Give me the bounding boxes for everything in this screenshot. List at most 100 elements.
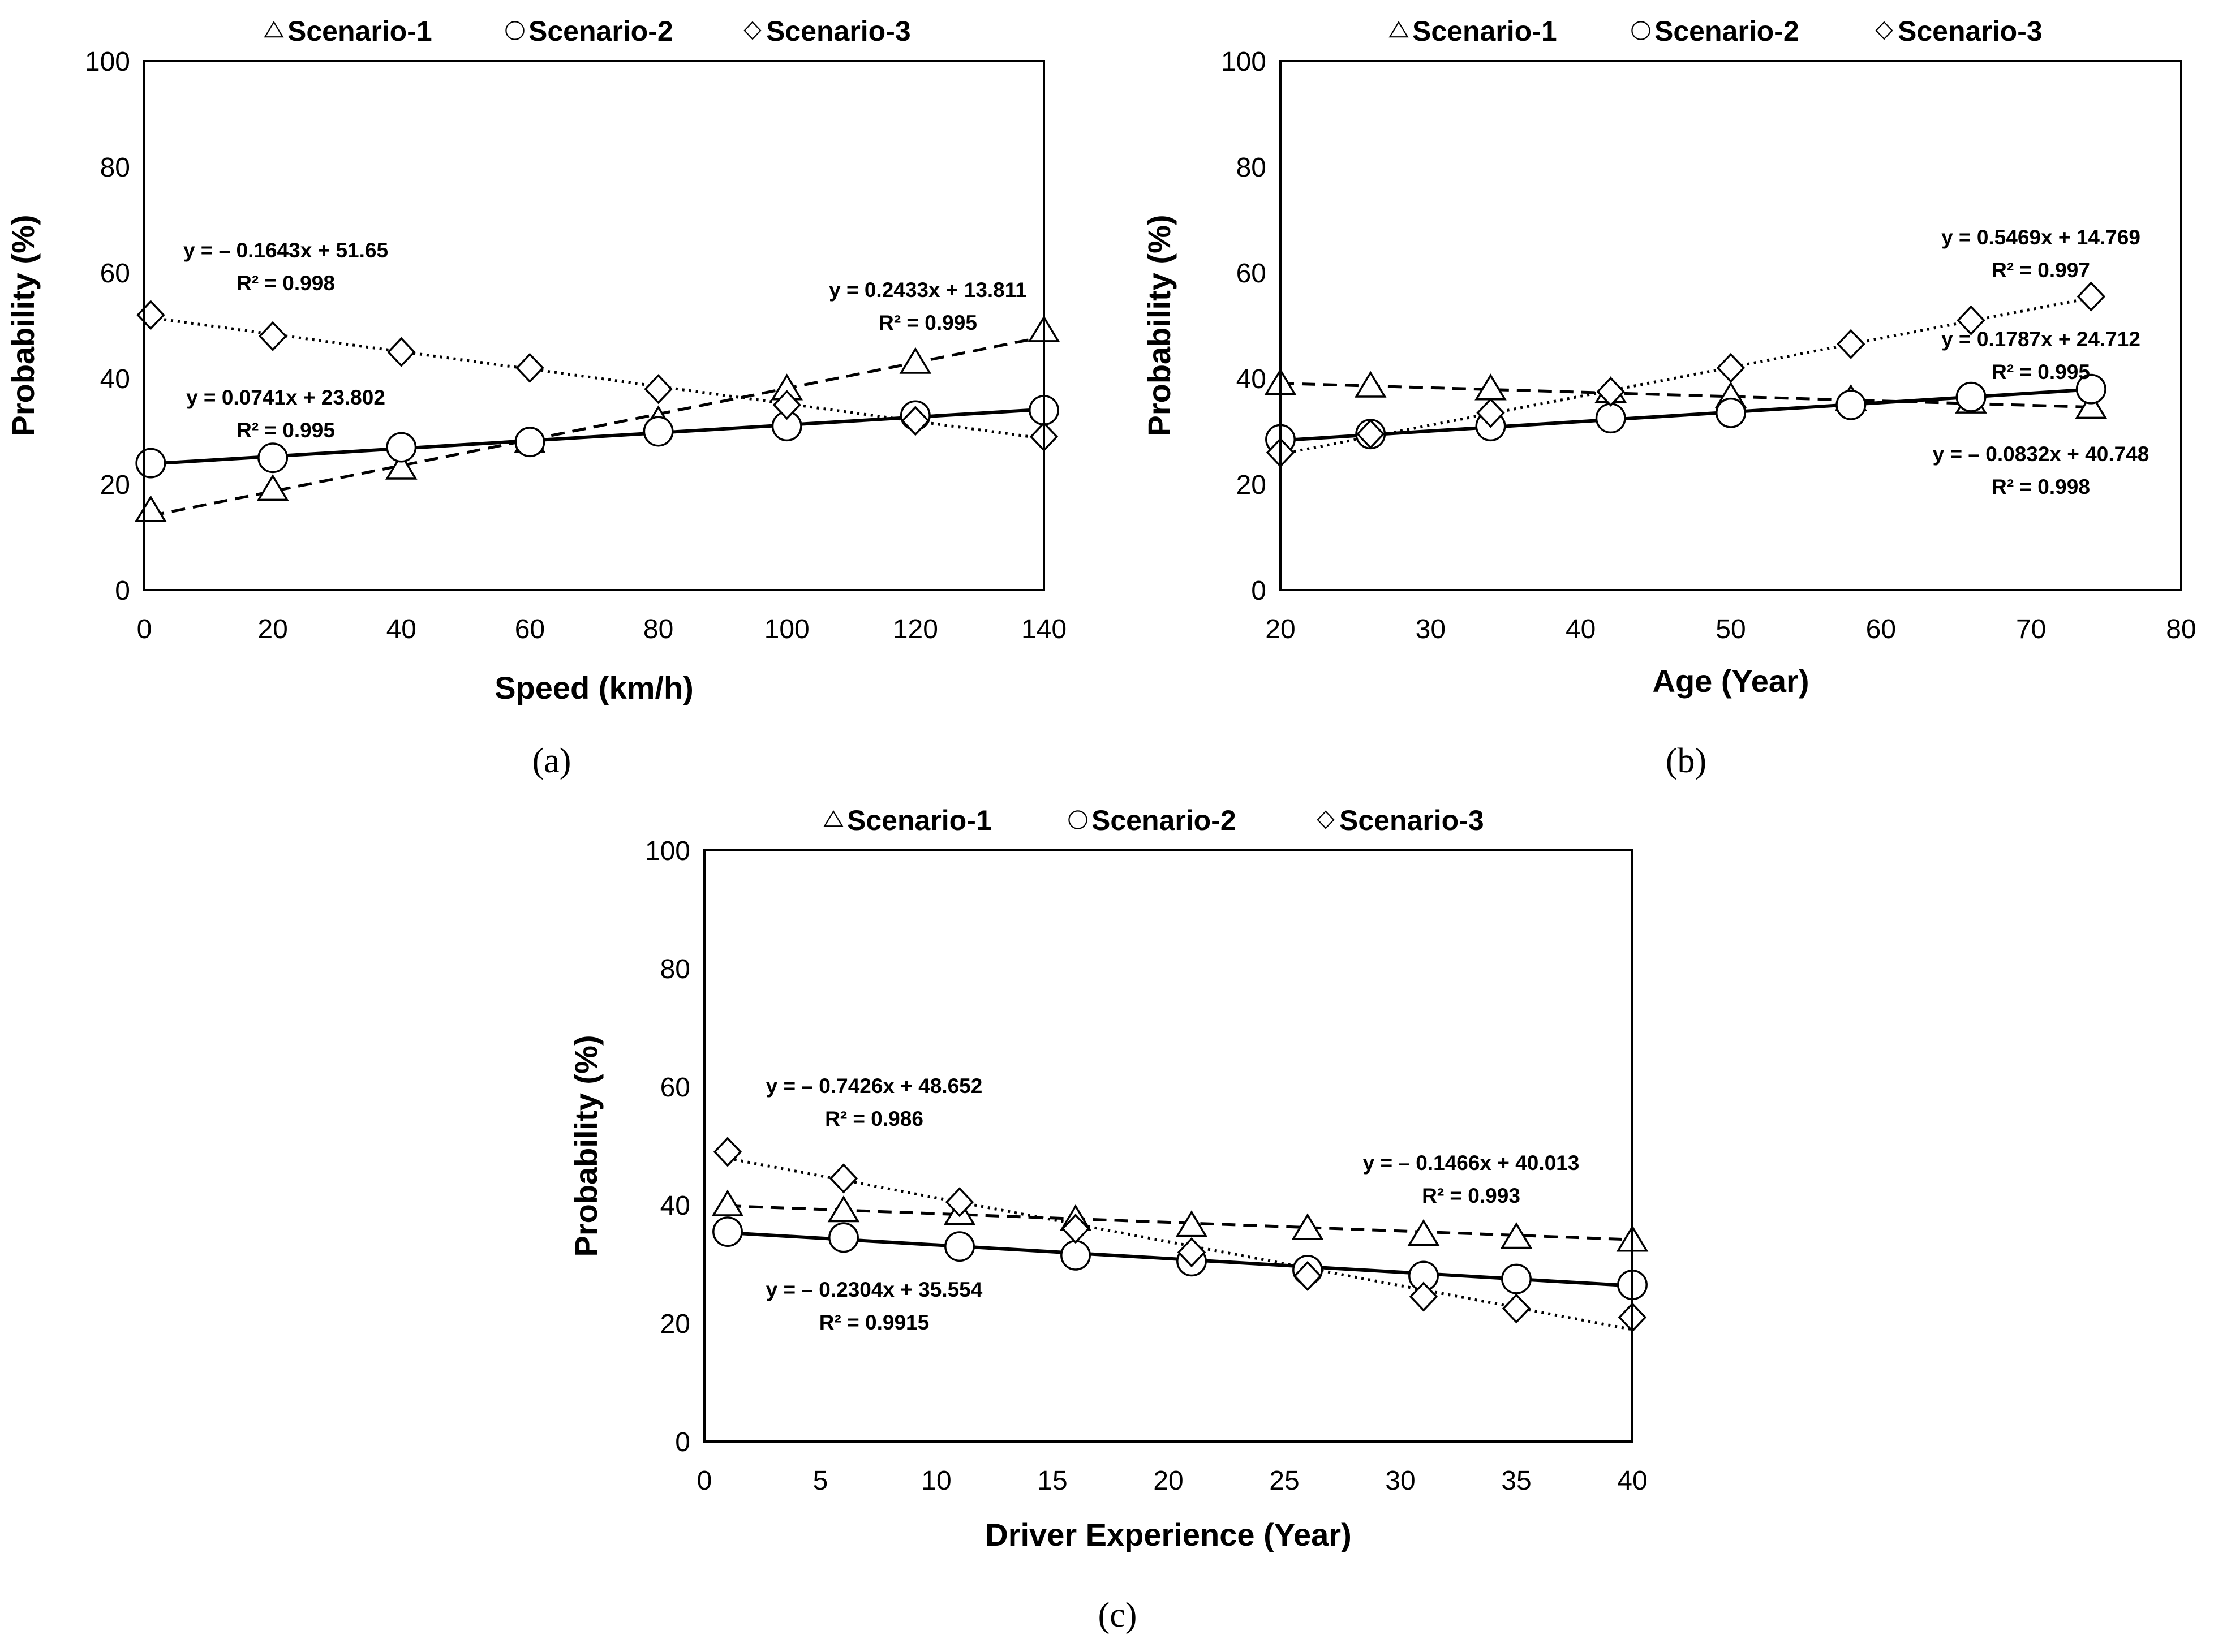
y-tick-label: 80 (100, 153, 130, 183)
data-point-scenario-3 (1061, 1214, 1090, 1244)
panel-caption: (b) (1666, 742, 1706, 780)
y-tick-label: 100 (85, 47, 130, 77)
y-axis-title: Probability (%) (5, 214, 41, 436)
x-tick-label: 40 (1566, 614, 1596, 644)
x-tick-label: 15 (1037, 1466, 1067, 1496)
legend-marker-scenario-2 (505, 21, 525, 40)
data-point-scenario-3 (1177, 1237, 1206, 1268)
trendline-equation: y = – 0.1643x + 51.65 (183, 239, 388, 262)
data-point-scenario-2 (712, 1216, 743, 1247)
data-point-scenario-1 (1474, 373, 1507, 401)
x-tick-label: 20 (257, 614, 287, 644)
x-tick-label: 30 (1385, 1466, 1415, 1496)
x-tick-label: 140 (1021, 614, 1067, 644)
data-point-scenario-3 (1502, 1293, 1531, 1324)
y-tick-label: 80 (660, 954, 690, 984)
y-tick-label: 40 (1236, 364, 1266, 394)
y-tick-label: 40 (100, 364, 130, 394)
data-point-scenario-3 (901, 406, 930, 436)
data-point-scenario-1 (711, 1189, 744, 1216)
y-tick-label: 20 (660, 1309, 690, 1339)
trendline-r-squared: R² = 0.998 (237, 272, 335, 295)
legend-entry: Scenario-1 (287, 15, 432, 47)
data-point-scenario-3 (1837, 329, 1865, 359)
data-point-scenario-3 (258, 321, 287, 351)
x-tick-label: 35 (1501, 1466, 1531, 1496)
data-point-scenario-2 (944, 1231, 975, 1262)
y-axis-title: Probability (%) (1141, 214, 1177, 436)
data-point-scenario-1 (899, 347, 932, 374)
data-point-scenario-3 (1716, 352, 1746, 383)
series-line-scenario-3 (151, 316, 1044, 440)
data-point-scenario-3 (945, 1187, 974, 1218)
x-tick-label: 80 (2166, 614, 2196, 644)
y-axis-title: Probability (%) (568, 1035, 604, 1257)
data-point-scenario-2 (1595, 403, 1626, 434)
panel-caption: (a) (532, 742, 571, 780)
data-point-scenario-2 (1955, 381, 1987, 412)
data-point-scenario-3 (829, 1163, 858, 1194)
plot-area-frame (143, 60, 1045, 591)
x-tick-label: 0 (137, 614, 152, 644)
chart-panel-a: 0 20 40 60 80 100 0 20 40 60 80 100 120 140 Speed (km/… (5, 15, 1067, 780)
data-point-scenario-2 (1716, 397, 1746, 428)
data-point-scenario-1 (256, 474, 289, 501)
chart-panel-c: 0 20 40 60 80 100 0 5 10 15 20 25 30 35 40 Driver Exper… (568, 805, 1649, 1634)
series-line-scenario-3 (727, 1156, 1632, 1331)
data-point-scenario-2 (514, 427, 545, 458)
trendline-equation: y = – 0.2304x + 35.554 (766, 1278, 983, 1301)
trendline-r-squared: R² = 0.995 (879, 311, 977, 334)
x-tick-label: 50 (1716, 614, 1746, 644)
data-point-scenario-3 (1596, 376, 1625, 407)
trendline-r-squared: R² = 0.995 (237, 419, 335, 442)
legend-entry: Scenario-2 (1654, 15, 1799, 47)
x-tick-label: 60 (1866, 614, 1896, 644)
data-point-scenario-3 (1409, 1281, 1438, 1312)
data-point-scenario-3 (2077, 281, 2106, 312)
trendline-r-squared: R² = 0.997 (1992, 259, 2090, 282)
trendline-equation: y = – 0.0832x + 40.748 (1933, 442, 2149, 466)
trendline-equation: y = – 0.7426x + 48.652 (766, 1074, 983, 1098)
series-line-scenario-3 (1280, 296, 2092, 456)
data-point-scenario-3 (136, 300, 165, 330)
data-point-scenario-2 (643, 416, 674, 447)
data-point-scenario-3 (387, 337, 416, 367)
x-axis-title: Age (Year) (1653, 663, 1809, 699)
data-point-scenario-3 (1293, 1260, 1322, 1291)
trendline-r-squared: R² = 0.998 (1992, 475, 2090, 498)
x-tick-label: 20 (1153, 1466, 1183, 1496)
data-point-scenario-2 (2075, 373, 2106, 405)
legend-entry: Scenario-1 (1412, 15, 1557, 47)
data-point-scenario-1 (1500, 1222, 1533, 1249)
y-tick-label: 100 (1221, 47, 1266, 77)
series-line-scenario-1 (150, 335, 1044, 518)
x-tick-label: 20 (1265, 614, 1295, 644)
x-tick-label: 25 (1269, 1466, 1299, 1496)
chart-panel-b: 0 20 40 60 80 100 20 30 40 50 60 70 80 Age (Year) Prob… (1141, 15, 2196, 780)
x-tick-label: 30 (1416, 614, 1446, 644)
y-tick-label: 80 (1236, 153, 1266, 183)
y-tick-label: 60 (1236, 259, 1266, 289)
x-tick-label: 80 (643, 614, 673, 644)
data-point-scenario-1 (385, 453, 418, 480)
y-tick-label: 100 (645, 836, 690, 866)
data-point-scenario-3 (1957, 305, 1985, 335)
data-point-scenario-1 (1175, 1210, 1208, 1237)
data-point-scenario-3 (644, 374, 673, 405)
x-tick-label: 70 (2016, 614, 2046, 644)
x-tick-label: 40 (1617, 1466, 1647, 1496)
data-point-scenario-2 (386, 432, 417, 463)
legend-entry: Scenario-3 (1898, 15, 2043, 47)
data-point-scenario-2 (828, 1222, 859, 1253)
data-point-scenario-2 (135, 448, 166, 479)
data-point-scenario-3 (515, 352, 544, 383)
series-line-scenario-1 (727, 1204, 1632, 1241)
x-tick-label: 100 (764, 614, 810, 644)
legend-entry: Scenario-3 (1339, 805, 1484, 836)
legend-marker-scenario-3 (1875, 21, 1893, 40)
x-tick-label: 40 (386, 614, 416, 644)
trendline-r-squared: R² = 0.995 (1992, 360, 2090, 384)
data-point-scenario-1 (1354, 371, 1387, 398)
legend-entry: Scenario-3 (766, 15, 911, 47)
data-point-scenario-2 (257, 442, 289, 474)
